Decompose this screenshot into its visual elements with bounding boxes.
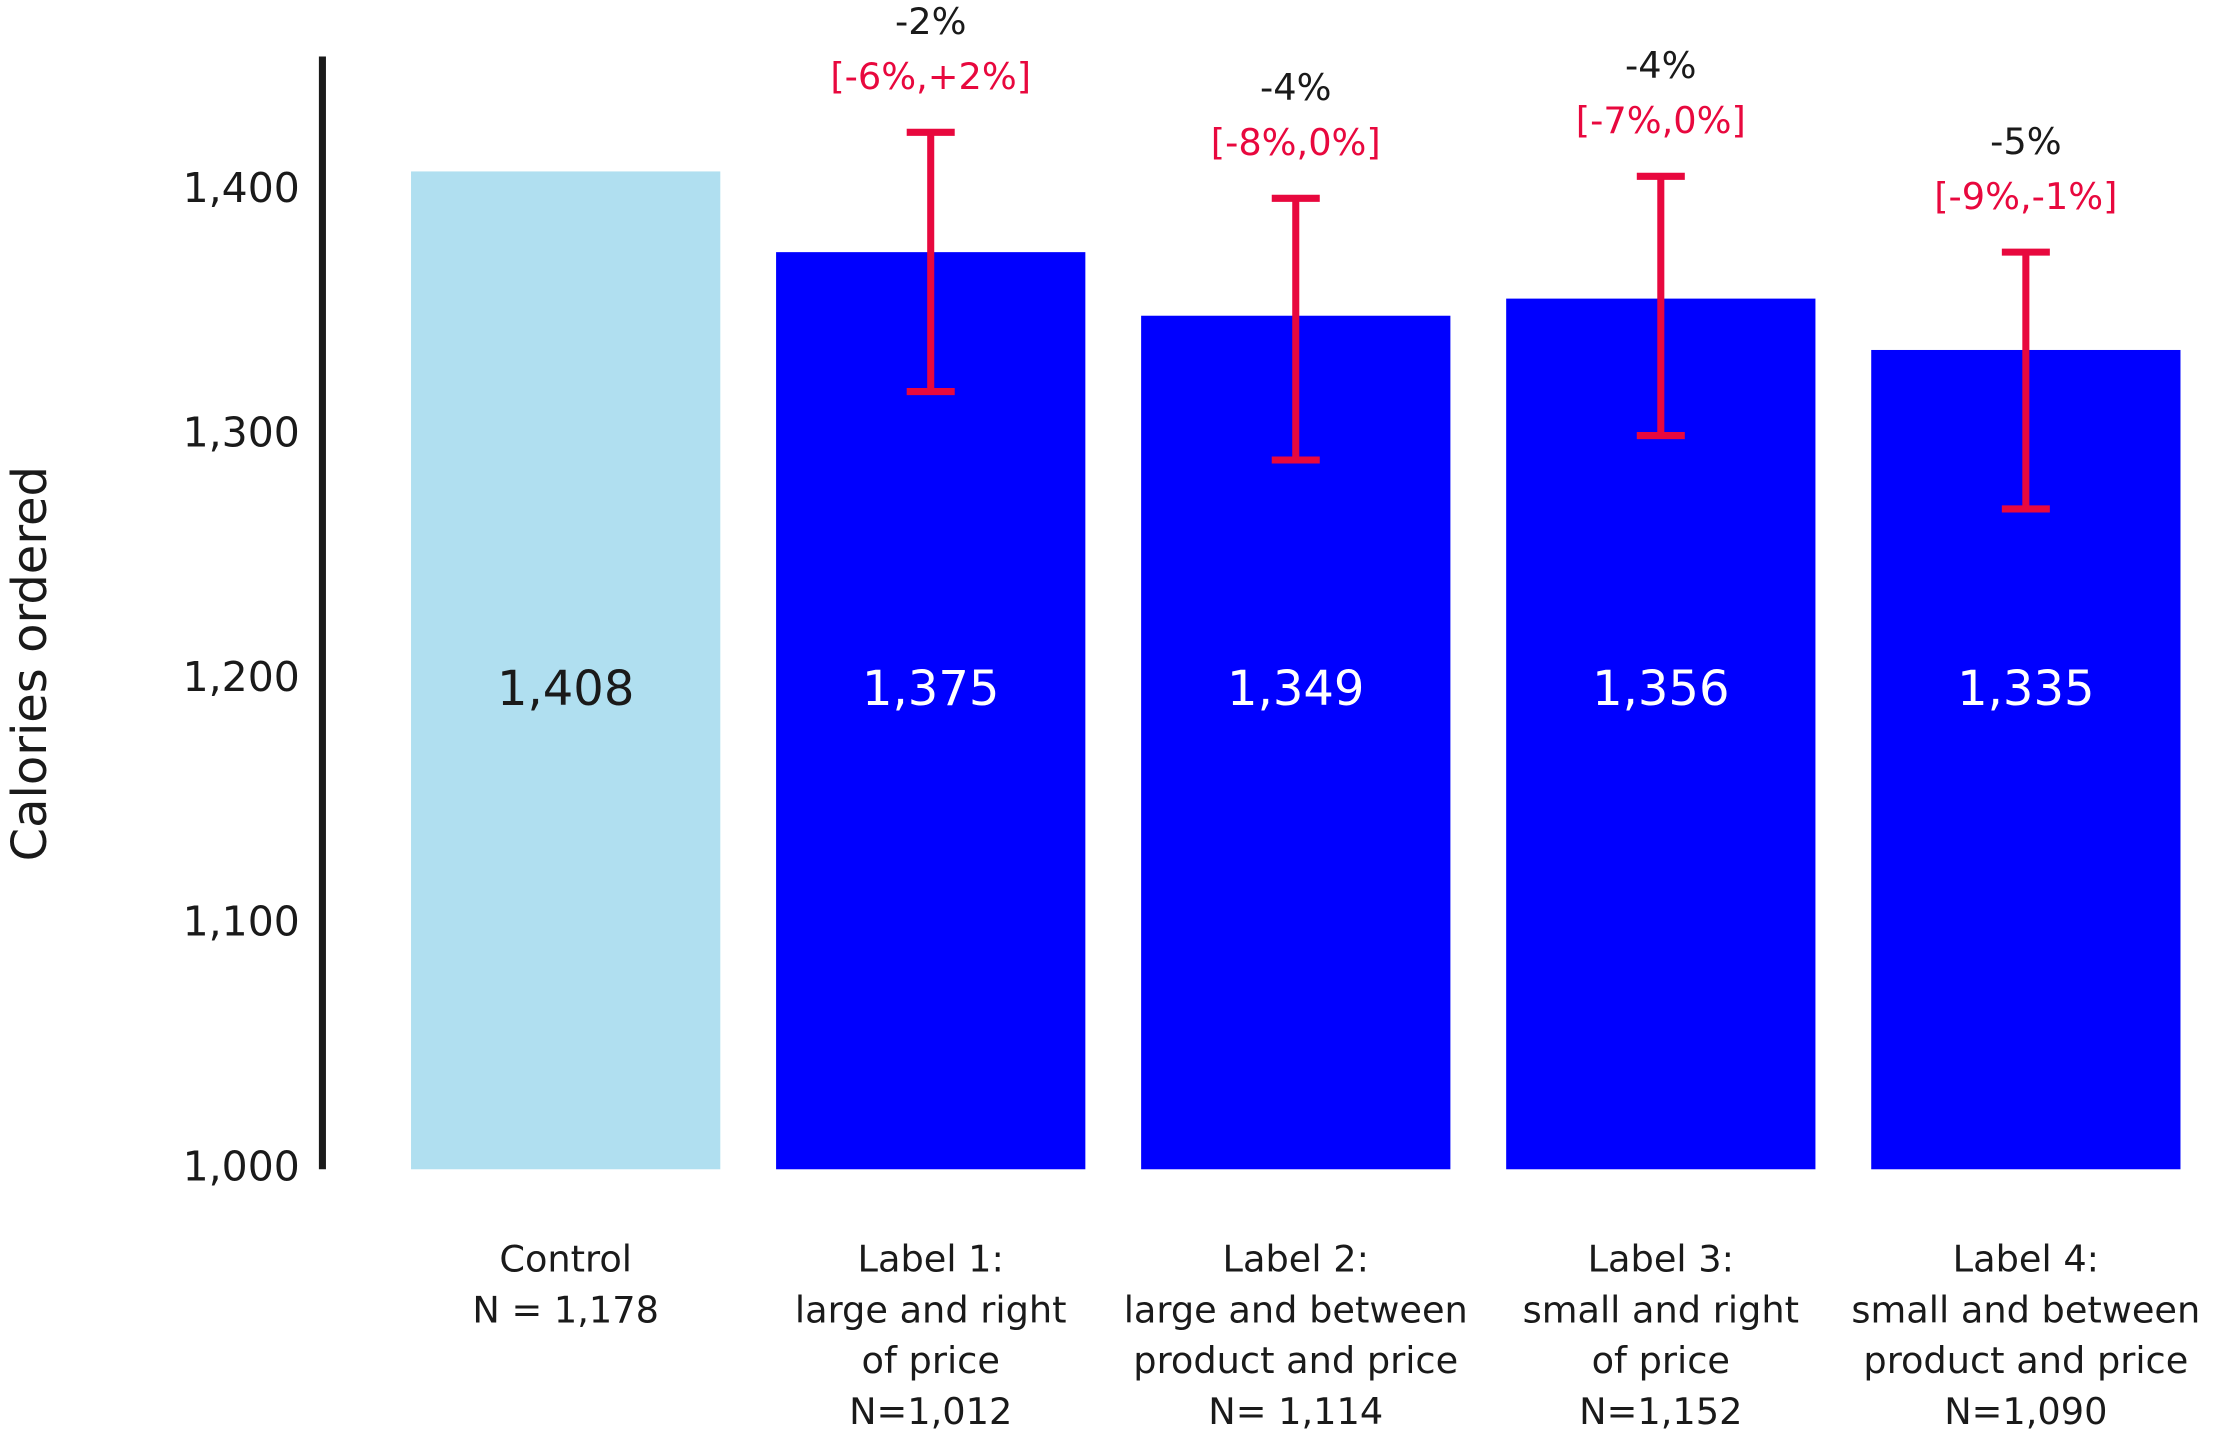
x-tick-label: product and price [1133,1339,1458,1382]
x-tick-label: N= 1,114 [1208,1390,1383,1433]
y-tick-label: 1,300 [183,409,300,457]
change-label: -5% [1990,120,2061,163]
value-label: 1,375 [862,661,999,717]
x-tick-label: N=1,012 [849,1390,1012,1433]
interval-label: [-9%,-1%] [1934,175,2117,218]
bar [1506,298,1816,1170]
interval-label: [-6%,+2%] [830,55,1031,98]
x-tick-label: N = 1,178 [472,1288,659,1331]
y-tick-label: 1,400 [183,164,300,212]
x-tick-label: large and right [795,1288,1067,1331]
change-label: -2% [895,0,966,43]
interval-label: [-8%,0%] [1211,121,1381,164]
x-tick-label: Label 1: [858,1238,1004,1281]
x-tick-label: Label 4: [1953,1238,2099,1281]
y-tick-label: 1,200 [183,653,300,701]
y-tick-label: 1,100 [183,898,300,946]
x-tick-label: of price [1592,1339,1730,1382]
bar [411,171,721,1170]
change-label: -4% [1625,44,1696,87]
x-tick-label: small and right [1523,1288,1799,1331]
value-label: 1,349 [1227,661,1364,717]
x-tick-label: Control [499,1238,632,1281]
interval-label: [-7%,0%] [1576,99,1746,142]
x-tick-label: product and price [1863,1339,2188,1382]
x-tick-label: N=1,152 [1579,1390,1742,1433]
change-label: -4% [1260,66,1331,109]
y-axis-label: Calories ordered [2,466,58,861]
y-tick-label: 1,000 [183,1142,300,1190]
value-label: 1,408 [497,661,634,717]
value-label: 1,356 [1592,661,1729,717]
x-tick-label: Label 2: [1223,1238,1369,1281]
x-tick-label: N=1,090 [1944,1390,2107,1433]
x-tick-label: large and between [1124,1288,1468,1331]
value-label: 1,335 [1957,661,2094,717]
bar [776,252,1086,1170]
x-tick-label: small and between [1851,1288,2200,1331]
x-tick-label: of price [862,1339,1000,1382]
x-tick-label: Label 3: [1588,1238,1734,1281]
